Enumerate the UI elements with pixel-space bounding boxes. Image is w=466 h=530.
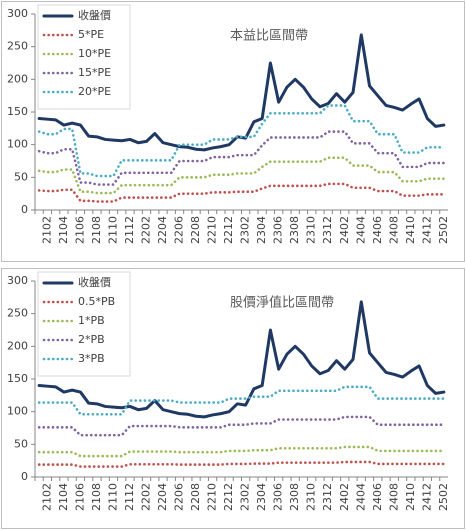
x-tick-label: 2108 xyxy=(90,483,103,511)
chart-title: 股價淨值比區間帶 xyxy=(230,295,334,311)
legend-label: 3*PB xyxy=(78,352,105,365)
x-tick-label: 2502 xyxy=(437,216,450,244)
y-tick-label: 0 xyxy=(21,203,28,216)
x-tick-label: 2408 xyxy=(387,216,400,244)
x-tick-label: 2310 xyxy=(305,216,318,244)
x-tick-label: 2108 xyxy=(90,216,103,244)
series-line xyxy=(37,445,446,458)
x-tick-label: 2306 xyxy=(272,216,285,244)
x-tick-label: 2402 xyxy=(338,216,351,244)
series-line xyxy=(37,300,446,419)
legend-label: 1*PB xyxy=(78,314,105,327)
x-tick-label: 2104 xyxy=(57,483,70,511)
x-tick-label: 2402 xyxy=(338,483,351,511)
x-tick-label: 2110 xyxy=(106,216,119,244)
x-tick-label: 2210 xyxy=(206,216,219,244)
y-tick-label: 50 xyxy=(14,170,28,183)
x-tick-label: 2304 xyxy=(255,216,268,244)
x-tick-label: 2208 xyxy=(189,216,202,244)
x-tick-label: 2404 xyxy=(354,216,367,244)
x-tick-label: 2206 xyxy=(173,483,186,511)
series-line xyxy=(37,130,446,186)
x-tick-label: 2406 xyxy=(371,216,384,244)
x-tick-label: 2406 xyxy=(371,483,384,511)
x-tick-label: 2302 xyxy=(239,216,252,244)
x-tick-label: 2202 xyxy=(140,216,153,244)
y-tick-label: 300 xyxy=(7,7,28,20)
x-tick-label: 2308 xyxy=(288,483,301,511)
legend-box xyxy=(37,4,131,110)
y-tick-label: 200 xyxy=(7,339,28,352)
x-tick-label: 2206 xyxy=(173,216,186,244)
x-tick-label: 2306 xyxy=(272,483,285,511)
x-tick-label: 2408 xyxy=(387,483,400,511)
x-tick-label: 2410 xyxy=(404,216,417,244)
x-tick-label: 2112 xyxy=(123,216,136,244)
x-tick-label: 2102 xyxy=(40,483,53,511)
x-tick-label: 2412 xyxy=(420,216,433,244)
legend-label: 10*PE xyxy=(78,47,111,60)
series-line xyxy=(37,415,446,437)
x-tick-label: 2312 xyxy=(321,483,334,511)
x-tick-label: 2106 xyxy=(73,483,86,511)
legend-label: 0.5*PB xyxy=(78,295,115,308)
x-tick-label: 2212 xyxy=(222,216,235,244)
y-tick-label: 100 xyxy=(7,405,28,418)
legend-label: 收盤價 xyxy=(78,8,111,22)
x-tick-label: 2302 xyxy=(239,483,252,511)
legend-label: 15*PE xyxy=(78,66,111,79)
x-tick-label: 2502 xyxy=(437,483,450,511)
legend-label: 2*PB xyxy=(78,333,105,346)
x-tick-label: 2204 xyxy=(156,216,169,244)
x-tick-label: 2212 xyxy=(222,483,235,511)
x-tick-label: 2412 xyxy=(420,483,433,511)
series-line xyxy=(37,385,446,416)
y-tick-label: 300 xyxy=(7,274,28,287)
x-tick-label: 2308 xyxy=(288,216,301,244)
legend-label: 收盤價 xyxy=(78,275,111,289)
x-tick-label: 2304 xyxy=(255,483,268,511)
x-tick-label: 2410 xyxy=(404,483,417,511)
series-line xyxy=(37,460,446,468)
x-tick-label: 2208 xyxy=(189,483,202,511)
x-tick-label: 2210 xyxy=(206,483,219,511)
x-tick-label: 2112 xyxy=(123,483,136,511)
legend-label: 5*PE xyxy=(78,28,104,41)
legend-label: 20*PE xyxy=(78,85,111,98)
x-tick-label: 2104 xyxy=(57,216,70,244)
x-tick-label: 2312 xyxy=(321,216,334,244)
y-tick-label: 0 xyxy=(21,470,28,483)
x-tick-label: 2106 xyxy=(73,216,86,244)
x-tick-label: 2202 xyxy=(140,483,153,511)
x-tick-label: 2404 xyxy=(354,483,367,511)
y-tick-label: 150 xyxy=(7,372,28,385)
series-line xyxy=(37,104,446,178)
x-tick-label: 2204 xyxy=(156,483,169,511)
y-tick-label: 200 xyxy=(7,72,28,85)
series-line xyxy=(37,182,446,203)
series-line xyxy=(37,156,446,195)
y-tick-label: 100 xyxy=(7,138,28,151)
chart-title: 本益比區間帶 xyxy=(230,29,308,44)
y-tick-label: 50 xyxy=(14,437,28,450)
y-tick-label: 250 xyxy=(7,40,28,53)
y-tick-label: 150 xyxy=(7,105,28,118)
y-tick-label: 250 xyxy=(7,307,28,320)
x-tick-label: 2110 xyxy=(106,483,119,511)
x-tick-label: 2310 xyxy=(305,483,318,511)
x-tick-label: 2102 xyxy=(40,216,53,244)
